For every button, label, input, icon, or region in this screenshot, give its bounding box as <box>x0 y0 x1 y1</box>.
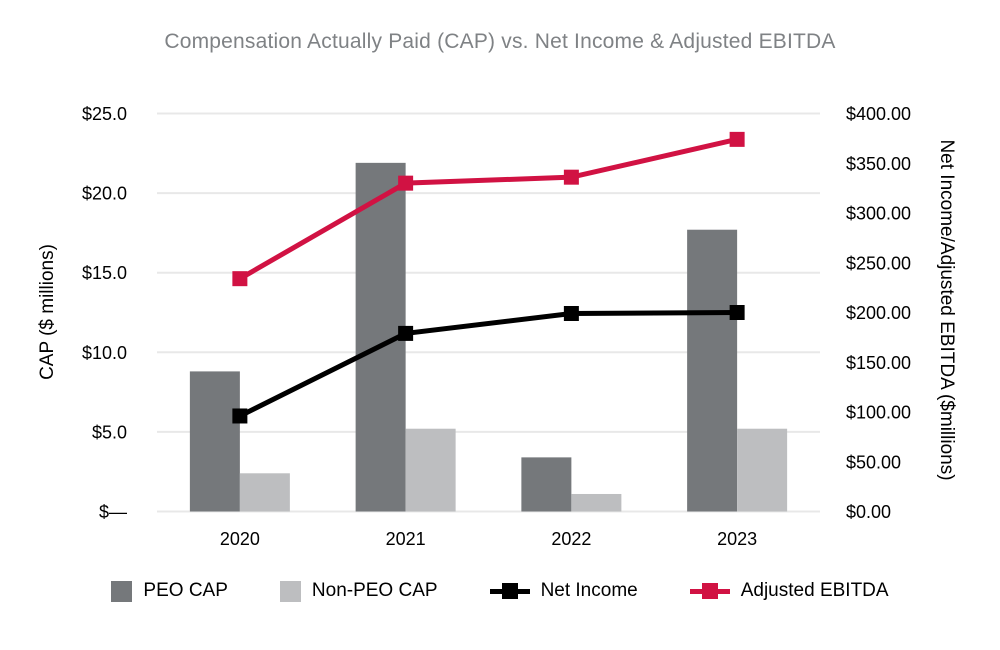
legend-item-adjusted-ebitda: Adjusted EBITDA <box>689 580 889 602</box>
left-axis-tick-label: $— <box>99 502 127 522</box>
bar-peo-cap-2023 <box>687 229 738 512</box>
net-income-marker-2020 <box>232 408 248 424</box>
bar-non-peo-cap-2023 <box>737 428 788 512</box>
right-axis-tick-label: $0.00 <box>846 502 891 522</box>
x-axis-label-2021: 2021 <box>386 529 426 549</box>
bar-non-peo-cap-2020 <box>239 473 290 512</box>
legend-square-marker <box>701 582 718 599</box>
legend-item-non-peo-cap: Non-PEO CAP <box>279 580 438 602</box>
adjusted-ebitda-line <box>238 136 738 281</box>
right-axis-tick-label: $200.00 <box>846 303 911 323</box>
right-axis-tick-label: $300.00 <box>846 204 911 224</box>
adjusted-ebitda-marker-2023 <box>729 131 745 147</box>
x-axis-label-2022: 2022 <box>551 529 591 549</box>
right-axis-tick-label: $400.00 <box>846 104 911 124</box>
right-axis-tick-label: $250.00 <box>846 253 911 273</box>
right-axis-tick-label: $350.00 <box>846 154 911 174</box>
net-income-line <box>238 310 738 419</box>
adjusted-ebitda-marker-2021 <box>398 175 414 191</box>
left-axis-tick-label: $5.0 <box>92 422 127 442</box>
left-axis-tick-label: $10.0 <box>82 343 127 363</box>
legend-item-peo-cap: PEO CAP <box>111 580 228 602</box>
legend-label: PEO CAP <box>143 580 228 601</box>
x-axis-label-2020: 2020 <box>220 529 260 549</box>
legend-label: Net Income <box>540 580 638 601</box>
legend-label: Non-PEO CAP <box>311 580 438 601</box>
bar-peo-cap-2020 <box>189 371 240 512</box>
non-peo-cap-legend-swatch-icon <box>279 580 301 602</box>
legend-label: Adjusted EBITDA <box>740 580 889 601</box>
left-axis-tick-label: $20.0 <box>82 184 127 204</box>
left-axis-tick-label: $15.0 <box>82 263 127 283</box>
right-axis-tick-label: $150.00 <box>846 353 911 373</box>
right-axis-tick-label: $100.00 <box>846 403 911 423</box>
net-income-marker-2023 <box>729 305 745 320</box>
adjusted-ebitda-marker-2020 <box>232 271 248 287</box>
net-income-marker-2022 <box>563 305 579 321</box>
legend: PEO CAP Non-PEO CAP Net Income Adjusted EBI… <box>0 580 1000 602</box>
net-income-legend-marker-icon <box>489 582 530 600</box>
legend-item-net-income: Net Income <box>489 580 638 602</box>
adjusted-ebitda-legend-marker-icon <box>689 582 730 600</box>
net-income-marker-2021 <box>398 325 414 341</box>
left-axis-tick-label: $25.0 <box>82 104 127 124</box>
adjusted-ebitda-marker-2022 <box>563 169 579 185</box>
bar-non-peo-cap-2021 <box>405 428 456 512</box>
bar-peo-cap-2022 <box>521 457 572 512</box>
right-axis-tick-label: $50.00 <box>846 452 901 472</box>
bar-non-peo-cap-2022 <box>571 493 622 512</box>
chart-title: Compensation Actually Paid (CAP) vs. Net… <box>164 30 836 53</box>
peo-cap-legend-swatch-icon <box>111 580 133 602</box>
legend-square-marker <box>501 582 518 599</box>
x-axis-label-2023: 2023 <box>717 529 757 549</box>
